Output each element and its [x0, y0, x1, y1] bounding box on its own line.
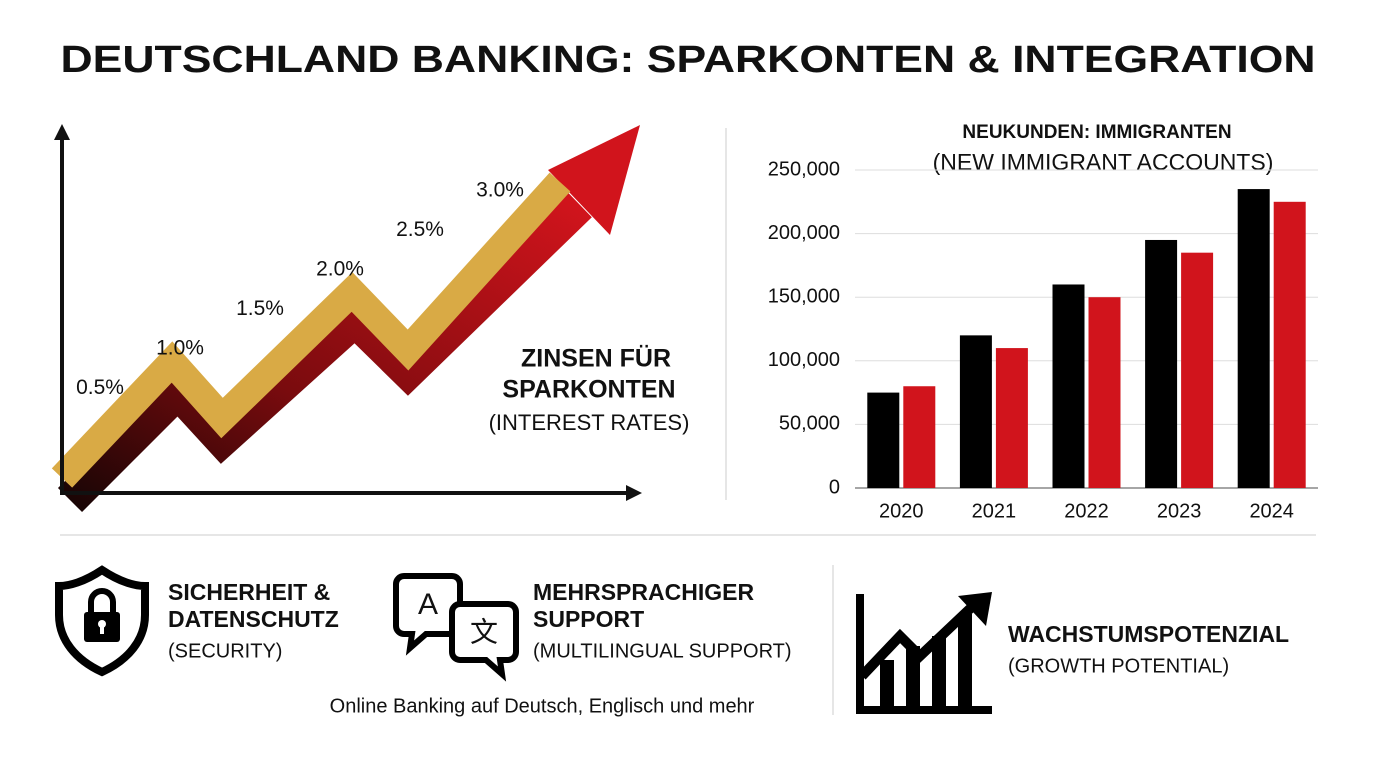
x-tick-label: 2024	[1249, 500, 1294, 522]
x-tick-label: 2022	[1064, 500, 1109, 522]
rate-label: 2.5%	[396, 218, 444, 241]
y-tick-label: 200,000	[768, 222, 840, 244]
bar	[903, 386, 936, 488]
feature-title: DATENSCHUTZ	[168, 606, 339, 632]
bar-chart-title: NEUKUNDEN: IMMIGRANTEN	[962, 122, 1231, 143]
rate-label: 1.0%	[156, 337, 204, 360]
bar	[1052, 284, 1085, 488]
bar	[1088, 297, 1121, 488]
growth-icon	[856, 592, 992, 714]
bar	[1273, 201, 1306, 489]
bar	[1237, 189, 1270, 488]
y-tick-label: 100,000	[768, 349, 840, 371]
bar	[1181, 252, 1214, 488]
rate-arrow	[51, 125, 640, 513]
y-tick-label: 250,000	[768, 158, 840, 180]
security-icon	[55, 565, 149, 677]
rate-label: 3.0%	[476, 179, 524, 202]
feature-title: SUPPORT	[533, 606, 644, 632]
bar	[959, 335, 992, 488]
bar	[867, 392, 900, 488]
language-icon: A 文	[393, 573, 519, 682]
left-axes	[54, 124, 642, 501]
bar-chart-subtitle: (NEW IMMIGRANT ACCOUNTS)	[933, 149, 1274, 175]
bar	[995, 348, 1028, 488]
feature-subtitle: (MULTILINGUAL SUPPORT)	[533, 640, 792, 662]
y-tick-label: 50,000	[779, 413, 840, 435]
rate-chart-title-2: SPARKONTEN	[502, 376, 675, 404]
feature-subtitle: (GROWTH POTENTIAL)	[1008, 655, 1229, 677]
feature-subtitle: (SECURITY)	[168, 640, 282, 662]
note: Online Banking auf Deutsch, Englisch und…	[330, 695, 755, 717]
x-tick-label: 2023	[1157, 500, 1202, 522]
y-tick-label: 150,000	[768, 285, 840, 307]
feature-title: MEHRSPRACHIGER	[533, 579, 754, 605]
y-tick-label: 0	[829, 476, 840, 498]
x-tick-label: 2021	[972, 500, 1017, 522]
rate-label: 2.0%	[316, 258, 364, 281]
x-tick-label: 2020	[879, 500, 924, 522]
feature-title: WACHSTUMSPOTENZIAL	[1008, 621, 1289, 647]
rate-label: 0.5%	[76, 376, 124, 399]
bar	[1145, 239, 1178, 488]
feature-title: SICHERHEIT &	[168, 579, 330, 605]
rate-label: 1.5%	[236, 297, 284, 320]
rate-chart-title-1: ZINSEN FÜR	[521, 344, 671, 373]
page-title: DEUTSCHLAND BANKING: SPARKONTEN & INTEGR…	[61, 39, 1316, 81]
icon-glyph: 文	[470, 616, 498, 647]
rate-chart-subtitle: (INTEREST RATES)	[489, 410, 690, 435]
icon-glyph: A	[418, 588, 438, 621]
